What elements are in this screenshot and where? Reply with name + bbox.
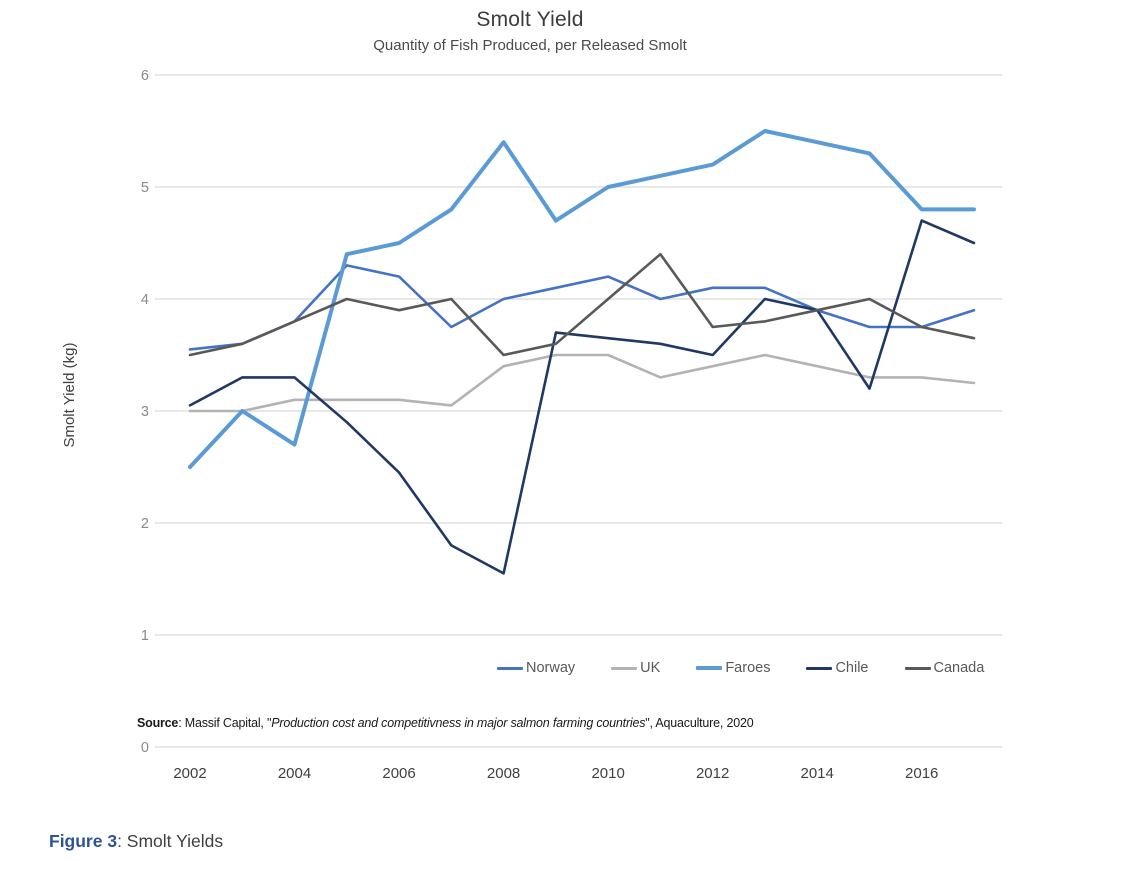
smolt-yield-chart: Smolt Yield Quantity of Fish Produced, p… [0, 8, 1060, 782]
y-tick-label-1: 1 [141, 628, 149, 644]
x-tick-label-2012: 2012 [696, 765, 729, 782]
chart-title-block: Smolt Yield Quantity of Fish Produced, p… [0, 8, 1060, 54]
chart-subtitle: Quantity of Fish Produced, per Released … [373, 37, 687, 54]
series-line-chile [188, 219, 976, 575]
legend-label-chile: Chile [835, 660, 869, 676]
legend-swatch-chile [806, 666, 833, 670]
legend-swatch-faroes [696, 666, 723, 670]
legend-swatch-uk [611, 666, 638, 670]
series-line-norway [188, 264, 976, 351]
source-note: Source: Massif Capital, "Production cost… [137, 716, 754, 730]
legend-swatch-canada [904, 666, 931, 670]
y-tick-label-4: 4 [141, 292, 149, 308]
x-tick-label-2014: 2014 [801, 765, 834, 782]
y-tick-label-5: 5 [141, 180, 149, 196]
source-text-post: ", Aquaculture, 2020 [645, 716, 754, 730]
series-line-faroes [188, 129, 976, 469]
source-text-pre: : Massif Capital, " [178, 716, 272, 730]
source-quote: Production cost and competitivness in ma… [271, 716, 646, 730]
x-tick-label-2002: 2002 [173, 765, 206, 782]
x-tick-label-2010: 2010 [591, 765, 624, 782]
legend-label-uk: UK [640, 660, 661, 676]
legend-item-uk: UK [611, 660, 660, 676]
x-tick-label-2004: 2004 [278, 765, 311, 782]
legend-label-faroes: Faroes [725, 660, 771, 676]
chart-title: Smolt Yield [476, 8, 584, 31]
y-tick-label-2: 2 [141, 516, 149, 532]
figure-number: Figure 3 [49, 831, 118, 851]
figure-caption-text: : Smolt Yields [117, 831, 224, 851]
legend-item-canada: Canada [904, 660, 985, 676]
legend-label-norway: Norway [526, 660, 576, 676]
legend-label-canada: Canada [933, 660, 985, 676]
legend-item-faroes: Faroes [696, 660, 770, 676]
legend-item-chile: Chile [806, 660, 869, 676]
legend-swatch-norway [497, 666, 523, 670]
source-label: Source [137, 716, 179, 730]
series-line-canada [188, 252, 976, 357]
x-tick-label-2008: 2008 [487, 765, 520, 782]
line-chart: 0 1 2 3 4 5 6 2002 2004 2006 2008 2010 2012 2014 2016 [141, 68, 1002, 782]
y-axis-title: Smolt Yield (kg) [61, 342, 78, 448]
legend-item-norway: Norway [497, 660, 575, 676]
y-tick-label-3: 3 [141, 404, 149, 420]
x-tick-label-2016: 2016 [905, 765, 938, 782]
legend: Norway UK Faroes Chile Canada [497, 660, 984, 676]
y-tick-label-0: 0 [141, 740, 149, 756]
y-tick-label-6: 6 [141, 68, 149, 84]
x-tick-label-2006: 2006 [382, 765, 415, 782]
figure-caption: Figure 3: Smolt Yields [49, 831, 223, 852]
